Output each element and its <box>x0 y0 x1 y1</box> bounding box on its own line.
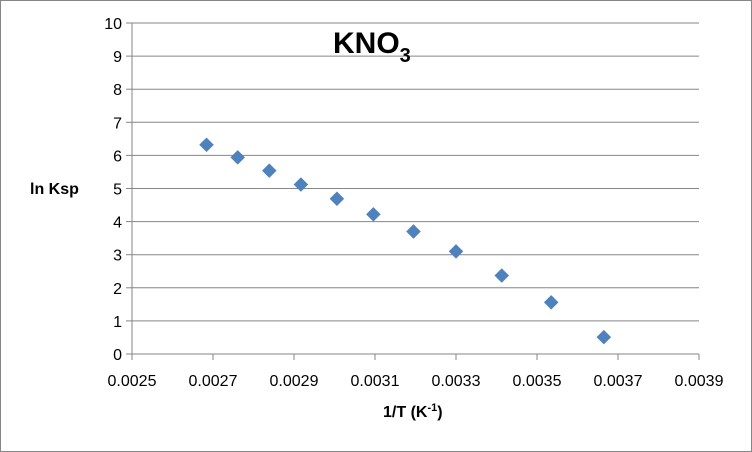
x-axis-title: 1/T (K-1) <box>383 402 443 421</box>
gridlines <box>126 22 699 355</box>
x-tick-label: 0.0035 <box>513 373 562 390</box>
x-tick-label: 0.0031 <box>351 373 400 390</box>
data-point <box>406 224 421 239</box>
y-tick-label: 8 <box>113 82 122 99</box>
data-point <box>293 177 309 192</box>
y-tick-label: 7 <box>113 115 122 132</box>
y-tick-label: 10 <box>104 16 122 33</box>
data-point <box>230 150 246 165</box>
data-point <box>329 191 345 207</box>
x-tick-label: 0.0025 <box>108 373 157 390</box>
x-tick-label: 0.0029 <box>270 373 319 390</box>
chart-title-main: KNO <box>333 27 400 60</box>
y-tick-label: 0 <box>113 347 122 364</box>
data-point <box>199 137 214 153</box>
y-axis-title: ln Ksp <box>30 181 79 198</box>
y-tick-label: 3 <box>113 248 122 265</box>
axes <box>131 23 700 360</box>
y-tick-label: 1 <box>113 314 122 331</box>
x-axis-title-superscript: -1 <box>427 402 437 414</box>
x-tick-label: 0.0027 <box>189 373 238 390</box>
y-tick-label: 2 <box>113 281 122 298</box>
chart-title: KNO3 <box>333 27 411 67</box>
y-tick-label: 4 <box>113 215 122 232</box>
data-point <box>494 268 510 283</box>
x-axis-title-main: 1/T (K <box>383 404 428 421</box>
data-point <box>261 163 277 178</box>
x-tick-label: 0.0037 <box>594 373 643 390</box>
x-tick-label: 0.0033 <box>432 373 481 390</box>
data-point <box>366 206 381 222</box>
data-point <box>543 295 559 310</box>
y-tick-label: 9 <box>113 49 122 66</box>
x-axis-title-suffix: ) <box>437 404 442 421</box>
x-tick-label: 0.0039 <box>675 373 724 390</box>
chart-title-subscript: 3 <box>400 45 411 67</box>
data-point <box>448 244 464 259</box>
data-points <box>199 137 612 345</box>
y-tick-label: 5 <box>113 182 122 199</box>
data-point <box>596 329 612 345</box>
tick-labels: 0 1 2 3 4 5 6 7 8 9 10 0.0025 0.0027 0.0029 0.0031 0.00… <box>104 16 723 390</box>
y-tick-label: 6 <box>113 148 122 165</box>
